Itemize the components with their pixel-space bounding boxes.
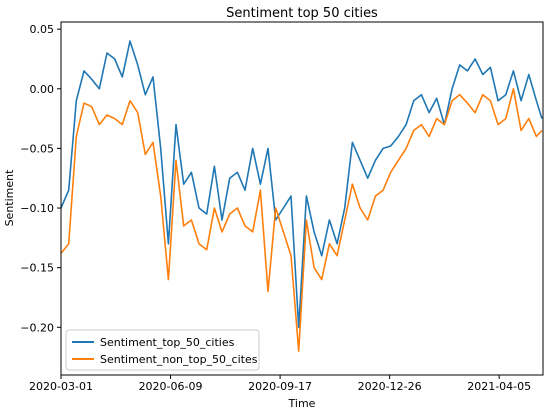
y-tick-label: −0.05 (20, 142, 54, 155)
y-tick-label: −0.15 (20, 262, 54, 275)
y-axis: 0.05 0.00 −0.05 −0.10 −0.15 −0.20 (20, 23, 61, 334)
x-tick-label: 2020-09-17 (248, 380, 312, 393)
y-tick-label: −0.10 (20, 202, 54, 215)
y-tick-label: 0.00 (30, 83, 55, 96)
x-tick-label: 2020-12-26 (358, 380, 422, 393)
y-tick-label: 0.05 (30, 23, 55, 36)
series-line-0 (60, 40, 543, 329)
plot-frame (60, 21, 544, 376)
x-tick-label: 2021-04-05 (467, 380, 531, 393)
legend-label-non-top50: Sentiment_non_top_50_cites (100, 353, 258, 366)
x-axis-label: Time (288, 397, 316, 410)
x-tick-label: 2020-03-01 (29, 380, 93, 393)
legend-box (65, 329, 260, 371)
y-tick-label: −0.20 (20, 321, 54, 334)
legend: Sentiment_top_50_cities Sentiment_non_to… (65, 329, 260, 371)
series-line-1 (60, 88, 543, 352)
y-axis-label: Sentiment (3, 169, 16, 227)
legend-label-top50: Sentiment_top_50_cities (100, 336, 235, 349)
x-axis: 2020-03-01 2020-06-09 2020-09-17 2020-12-26… (29, 375, 531, 393)
chart-title: Sentiment top 50 cities (226, 6, 378, 21)
plot-lines (60, 40, 543, 352)
x-tick-label: 2020-06-09 (139, 380, 203, 393)
